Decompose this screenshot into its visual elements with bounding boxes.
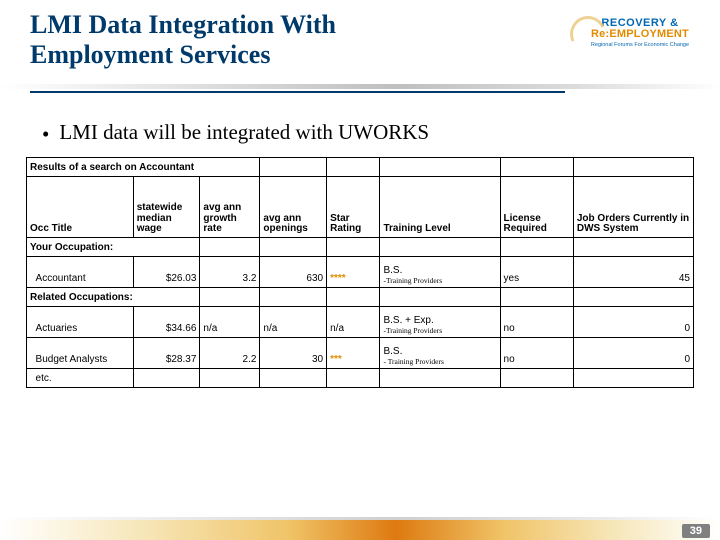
search-label-cell: Results of a search on Accountant bbox=[27, 157, 260, 176]
column-header: Occ Title bbox=[27, 176, 134, 237]
page-title: LMI Data Integration With Employment Ser… bbox=[30, 10, 460, 70]
license-cell: no bbox=[500, 337, 573, 368]
openings-cell: 30 bbox=[260, 337, 327, 368]
table-search-label-row: Results of a search on Accountant bbox=[27, 157, 694, 176]
column-header: statewide median wage bbox=[133, 176, 200, 237]
column-header: License Required bbox=[500, 176, 573, 237]
related-occupations-row: Related Occupations: bbox=[27, 287, 694, 306]
column-header: avg ann openings bbox=[260, 176, 327, 237]
results-table-wrap: Results of a search on AccountantOcc Tit… bbox=[0, 153, 720, 388]
star-rating-cell: n/a bbox=[327, 306, 380, 337]
bullet-text: LMI data will be integrated with UWORKS bbox=[59, 120, 429, 144]
growth-cell: 3.2 bbox=[200, 256, 260, 287]
occ-title-cell: Accountant bbox=[27, 256, 134, 287]
wage-cell: $28.37 bbox=[133, 337, 200, 368]
etc-row: etc. bbox=[27, 368, 694, 387]
growth-cell: n/a bbox=[200, 306, 260, 337]
footer-gradient bbox=[0, 520, 720, 540]
wage-cell: $34.66 bbox=[133, 306, 200, 337]
training-cell: B.S.- Training Providers bbox=[380, 337, 500, 368]
job-orders-cell: 0 bbox=[573, 306, 693, 337]
growth-cell: 2.2 bbox=[200, 337, 260, 368]
bullet-dot-icon: • bbox=[42, 122, 49, 147]
your-occupation-row: Your Occupation: bbox=[27, 237, 694, 256]
openings-cell: 630 bbox=[260, 256, 327, 287]
slide-number-badge: 39 bbox=[682, 524, 710, 538]
occ-title-cell: Budget Analysts bbox=[27, 337, 134, 368]
table-row: Budget Analysts$28.372.230***B.S.- Train… bbox=[27, 337, 694, 368]
section-label: Your Occupation: bbox=[27, 237, 200, 256]
results-table: Results of a search on AccountantOcc Tit… bbox=[26, 157, 694, 388]
recovery-logo: RECOVERY & Re:EMPLOYMENT Regional Forums… bbox=[580, 18, 700, 68]
license-cell: no bbox=[500, 306, 573, 337]
column-header: Training Level bbox=[380, 176, 500, 237]
star-rating-cell: *** bbox=[327, 337, 380, 368]
openings-cell: n/a bbox=[260, 306, 327, 337]
job-orders-cell: 45 bbox=[573, 256, 693, 287]
training-cell: B.S.-Training Providers bbox=[380, 256, 500, 287]
star-rating-cell: **** bbox=[327, 256, 380, 287]
slide: LMI Data Integration With Employment Ser… bbox=[0, 0, 720, 540]
wage-cell: $26.03 bbox=[133, 256, 200, 287]
training-cell: B.S. + Exp.-Training Providers bbox=[380, 306, 500, 337]
table-row: Accountant$26.033.2630****B.S.-Training … bbox=[27, 256, 694, 287]
column-header: avg ann growth rate bbox=[200, 176, 260, 237]
table-row: Actuaries$34.66n/an/an/aB.S. + Exp.-Trai… bbox=[27, 306, 694, 337]
license-cell: yes bbox=[500, 256, 573, 287]
occ-title-cell: Actuaries bbox=[27, 306, 134, 337]
title-divider bbox=[0, 84, 720, 94]
column-header: Job Orders Currently in DWS System bbox=[573, 176, 693, 237]
bullet-item: • LMI data will be integrated with UWORKS bbox=[0, 100, 720, 153]
job-orders-cell: 0 bbox=[573, 337, 693, 368]
etc-cell: etc. bbox=[27, 368, 134, 387]
table-header-row: Occ Titlestatewide median wageavg ann gr… bbox=[27, 176, 694, 237]
section-label: Related Occupations: bbox=[27, 287, 200, 306]
footer: 39 bbox=[0, 516, 720, 540]
column-header: Star Rating bbox=[327, 176, 380, 237]
